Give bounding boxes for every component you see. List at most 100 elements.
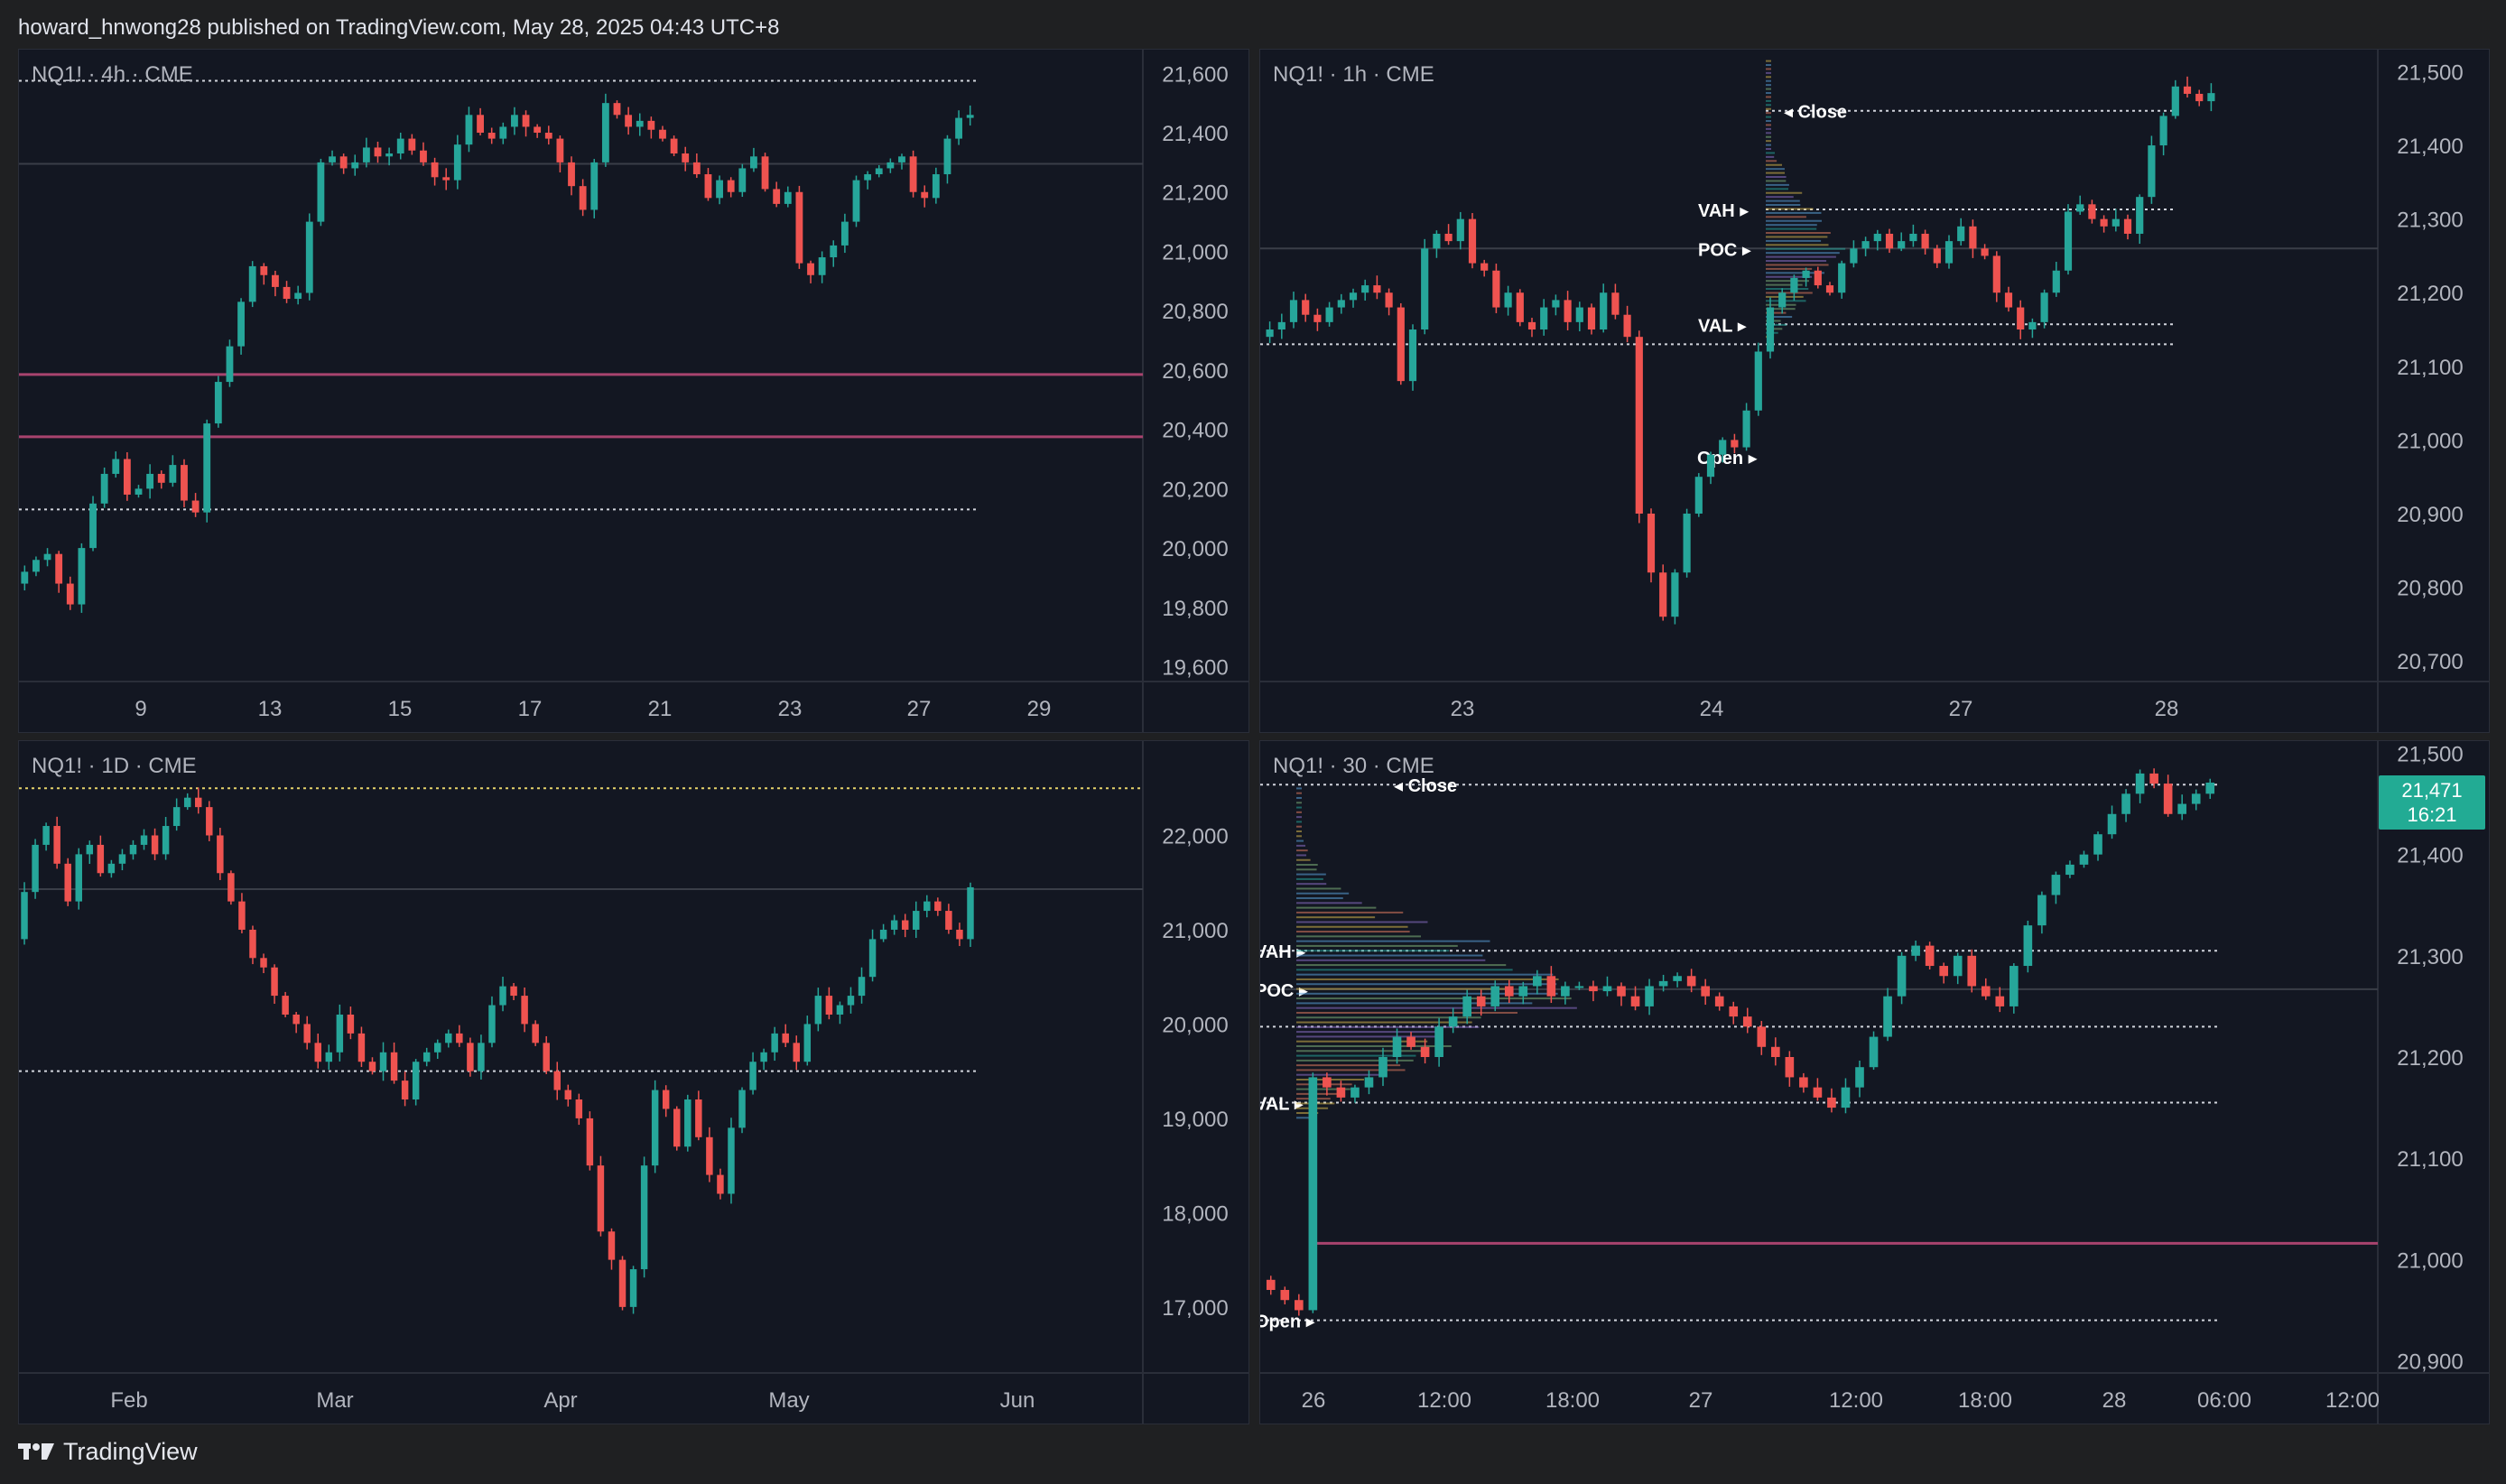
candle-body [532, 1024, 539, 1043]
candle-body [662, 1090, 670, 1109]
volume-profile-bar [1766, 76, 1771, 79]
candle-body [2148, 145, 2156, 198]
y-tick-label: 21,000 [1162, 240, 1228, 264]
volume-profile-bar [1766, 99, 1771, 102]
y-tick-label: 22,000 [1162, 824, 1228, 849]
x-tick-label: 23 [1451, 697, 1475, 721]
candle-body [909, 156, 917, 192]
candle-body [858, 977, 866, 997]
candle-body [434, 1043, 441, 1053]
candle-body [21, 571, 29, 584]
candle-body [618, 1259, 626, 1307]
candle-body [1490, 986, 1500, 1006]
candle-body [629, 1269, 637, 1307]
candle-body [716, 180, 723, 199]
chart-1d-svg[interactable]: 22,000 21,000 20,000 19,000 18,000 17,000 Feb M… [19, 741, 1248, 1424]
y-tick-label: 20,700 [2397, 650, 2463, 674]
volume-profile-bar [1296, 916, 1376, 919]
x-tick-label: 24 [1700, 697, 1724, 721]
x-tick-label: 17 [518, 697, 543, 721]
candle-body [2123, 218, 2132, 234]
candle-body [1516, 292, 1524, 322]
volume-profile-bar [1296, 902, 1362, 904]
candle-body [1838, 263, 1846, 293]
candle-body [2207, 93, 2215, 102]
candle-body [1813, 1087, 1823, 1098]
chart-30m-svg[interactable]: 21,500 21,400 21,300 21,200 21,100 21,000 20,9… [1260, 741, 2489, 1424]
volume-profile-bar [1766, 148, 1771, 151]
candle-body [934, 901, 942, 912]
volume-profile-bar [1766, 84, 1771, 87]
candle-body [738, 168, 747, 192]
candle-body [1911, 945, 1920, 956]
x-tick-label: May [768, 1388, 809, 1413]
y-tick-label: 20,000 [1162, 537, 1228, 561]
level-label: VAH ▸ [1698, 201, 1749, 221]
candle-body [1701, 986, 1710, 997]
volume-profile-bar [1296, 992, 1558, 995]
candle-body [1349, 292, 1358, 301]
volume-profile-bar [1766, 116, 1771, 118]
x-tick-label: 18:00 [1545, 1388, 1600, 1413]
candle-body [237, 301, 245, 347]
volume-profile-bar [1766, 247, 1846, 250]
volume-profile-bar [1766, 120, 1771, 123]
volume-profile-bar [1296, 911, 1404, 914]
candle-body [795, 191, 803, 264]
candle-body [1504, 292, 1512, 308]
candle-body [1308, 1077, 1318, 1311]
volume-profile-bar [1766, 308, 1796, 311]
x-tick-label: 23 [778, 697, 803, 721]
volume-profile-bar [1766, 60, 1771, 62]
volume-profile-bar [1766, 227, 1817, 230]
candle-body [924, 901, 931, 912]
level-label: ◂ Close [1784, 103, 1847, 123]
candle-body [1289, 300, 1298, 322]
candle-body [564, 1090, 572, 1100]
footer-brand-label: TradingView [63, 1437, 198, 1465]
candle-body [636, 120, 644, 127]
x-tick-label: 21 [648, 697, 673, 721]
chart-panel-1d[interactable]: 22,000 21,000 20,000 19,000 18,000 17,000 Feb M… [18, 740, 1249, 1424]
volume-profile-bar [1296, 959, 1486, 961]
volume-profile-bar [1296, 806, 1302, 809]
candle-body [760, 1052, 767, 1062]
candle-body [2052, 270, 2060, 293]
candle-body [1280, 1290, 1290, 1301]
volume-profile-bar [1766, 104, 1771, 107]
candle-body [169, 465, 177, 483]
candle-body [336, 1014, 344, 1053]
candle-body [1778, 292, 1787, 308]
candle-body [2121, 793, 2130, 814]
chart-4h-svg[interactable]: 21,600 21,400 21,200 21,000 20,800 20,600 20,4… [19, 50, 1248, 732]
candle-body [647, 120, 655, 130]
x-tick-label: Mar [316, 1388, 353, 1413]
candle-body [921, 191, 929, 199]
volume-profile-bar [1766, 239, 1822, 242]
candle-body [1552, 300, 1560, 308]
y-tick-label: 19,000 [1162, 1108, 1228, 1132]
volume-profile-bar [1766, 283, 1803, 286]
level-label: Open ▸ [1697, 449, 1758, 468]
level-label: Open ▸ [1260, 1312, 1315, 1332]
volume-profile-bar [1296, 873, 1326, 876]
candle-body [1600, 292, 1608, 330]
candle-body [32, 844, 39, 893]
candle-body [2135, 773, 2145, 794]
chart-panel-30m[interactable]: 21,500 21,400 21,300 21,200 21,100 21,000 20,9… [1259, 740, 2490, 1424]
candle-body [2149, 773, 2158, 784]
chart-1h-svg[interactable]: 21,500 21,400 21,300 21,200 21,100 21,000 20,9… [1260, 50, 2489, 732]
candle-body [1433, 233, 1441, 249]
candle-body [1885, 233, 1894, 249]
chart-panel-1h[interactable]: 21,500 21,400 21,300 21,200 21,100 21,000 20,9… [1259, 49, 2490, 733]
chart-panel-4h[interactable]: 21,600 21,400 21,200 21,000 20,800 20,600 20,4… [18, 49, 1249, 733]
candle-body [1992, 255, 2000, 293]
candle-body [2195, 93, 2204, 102]
x-tick-label: 06:00 [2197, 1388, 2251, 1413]
volume-profile-bar [1766, 208, 1814, 210]
volume-profile-bar [1296, 969, 1513, 971]
candle-body [784, 191, 792, 204]
footer-brand[interactable]: TradingView [18, 1433, 198, 1470]
y-tick-label: 19,800 [1162, 597, 1228, 621]
candle-body [1476, 996, 1486, 1006]
